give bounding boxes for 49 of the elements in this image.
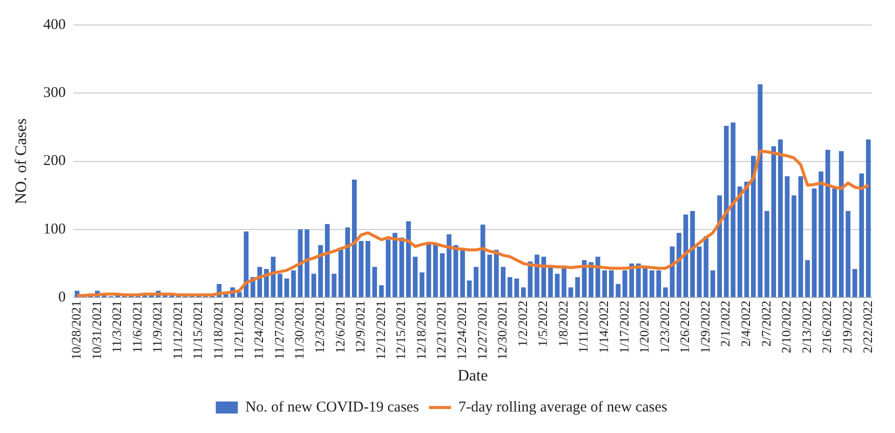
x-tick-label: 12/21/2021	[434, 300, 449, 360]
x-tick-label: 2/16/2022	[819, 300, 834, 354]
x-tick-label: 11/18/2021	[210, 300, 226, 360]
x-tick-label: 2/13/2022	[798, 300, 814, 354]
x-tick-label: 1/5/2022	[535, 300, 550, 347]
x-tick-label: 10/31/2021	[88, 300, 104, 360]
x-tick-label: 1/17/2022	[616, 300, 632, 354]
x-tick-label: 2/4/2022	[738, 300, 754, 347]
x-tick-label: 12/6/2021	[332, 300, 348, 354]
x-tick-label: 11/21/2021	[230, 300, 246, 360]
y-tick-label: 200	[43, 153, 66, 170]
x-tick-label: 11/6/2021	[129, 300, 144, 353]
x-tick-label: 10/28/2021	[68, 300, 84, 360]
y-tick-label: 300	[43, 85, 66, 102]
x-tick-label: 2/10/2022	[778, 300, 794, 354]
x-tick-label: 12/18/2021	[413, 300, 428, 360]
x-tick-label: 1/14/2022	[596, 300, 612, 354]
x-tick-label: 1/2/2022	[514, 300, 530, 347]
x-tick-label: 12/12/2021	[372, 300, 388, 360]
legend-label: No. of new COVID-19 cases	[245, 399, 420, 416]
x-tick-label: 12/15/2021	[393, 300, 408, 360]
x-tick-label: 12/24/2021	[454, 300, 469, 360]
x-tick-label: 2/19/2022	[839, 300, 854, 354]
y-tick-label: 0	[58, 290, 66, 306]
x-tick-label: 11/3/2021	[109, 300, 124, 353]
x-tick-label: 2/1/2022	[718, 300, 733, 347]
y-tick-label: 100	[43, 221, 66, 238]
x-tick-label: 1/26/2022	[677, 300, 692, 354]
x-tick-label: 1/11/2022	[576, 300, 591, 353]
x-tick-label: 1/20/2022	[636, 300, 652, 354]
x-tick-label: 1/8/2022	[555, 300, 570, 347]
x-tick-label: 11/27/2021	[271, 300, 286, 360]
x-tick-label: 12/3/2021	[312, 300, 327, 354]
y-axis-title: NO. of Cases	[12, 118, 30, 204]
x-tick-label: 11/30/2021	[292, 300, 307, 360]
x-tick-label: 11/15/2021	[190, 300, 206, 360]
x-tick-label: 12/27/2021	[474, 300, 490, 360]
x-tick-label: 11/24/2021	[251, 300, 266, 360]
x-tick-label: 2/22/2022	[860, 300, 875, 354]
x-tick-label: 1/29/2022	[697, 300, 712, 354]
x-axis-title: Date	[458, 368, 488, 385]
y-tick-label: 400	[43, 16, 66, 33]
legend-label: 7-day rolling average of new cases	[458, 399, 668, 416]
x-tick-label: 11/12/2021	[170, 300, 185, 360]
x-tick-label: 11/9/2021	[150, 300, 165, 353]
x-tick-label: 1/23/2022	[656, 300, 672, 354]
x-tick-label: 12/9/2021	[352, 300, 368, 354]
x-tick-label: 2/7/2022	[758, 300, 774, 347]
x-tick-label: 12/30/2021	[494, 300, 510, 360]
